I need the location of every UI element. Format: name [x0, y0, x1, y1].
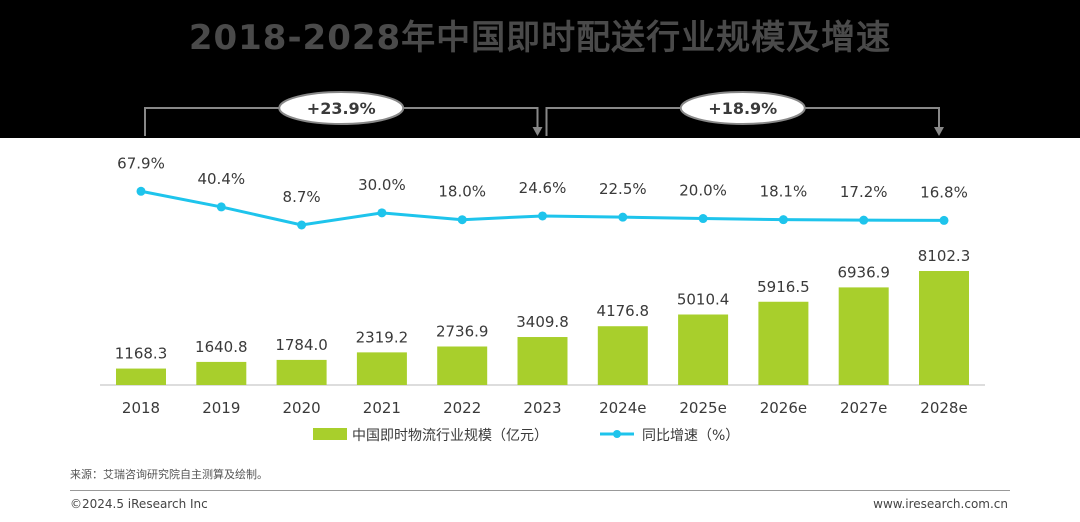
line-series: 67.9% 40.4% 8.7% 30.0% 18.0% 24.6% 22.5% 20.0% 1… — [117, 154, 968, 230]
growth-point-2018 — [136, 186, 146, 196]
growth-point-2023 — [538, 211, 547, 221]
bracket-arrow-icon — [934, 127, 944, 136]
x-tick-label: 2028e — [920, 399, 967, 417]
legend-line-label: 同比增速（%） — [642, 428, 739, 444]
footer-divider — [70, 490, 1010, 491]
growth-annotation-label: +18.9% — [708, 99, 777, 118]
growth-value-label: 67.9% — [117, 154, 165, 172]
website-link[interactable]: www.iresearch.com.cn — [873, 497, 1008, 511]
bar-series: 1168.3 1640.8 1784.0 2319.2 2736.9 3409.8 4176… — [115, 247, 971, 385]
growth-value-label: 20.0% — [679, 182, 727, 200]
growth-value-label: 16.8% — [920, 183, 968, 201]
growth-value-label: 17.2% — [840, 183, 888, 201]
growth-value-label: 40.4% — [197, 170, 245, 188]
bar-2021 — [356, 352, 407, 385]
bar-value-label: 8102.3 — [918, 247, 971, 265]
growth-annotation-bubble — [278, 91, 405, 125]
growth-point-2019 — [216, 202, 226, 212]
growth-point-2022 — [457, 215, 467, 225]
bar-value-label: 5916.5 — [757, 278, 810, 296]
bar-2020 — [276, 359, 327, 385]
bar-2022 — [437, 346, 488, 385]
x-tick-label: 2021 — [363, 399, 401, 417]
bar-value-label: 6936.9 — [837, 263, 890, 281]
legend-bar-swatch — [313, 428, 347, 440]
growth-value-label: 18.0% — [438, 183, 486, 201]
top-band — [0, 0, 1080, 138]
x-tick-label: 2020 — [283, 399, 321, 417]
x-tick-label: 2024e — [599, 399, 646, 417]
growth-value-label: 24.6% — [519, 179, 567, 197]
x-tick-label: 2027e — [840, 399, 887, 417]
x-tick-label: 2019 — [202, 399, 240, 417]
growth-point-2024e — [618, 212, 628, 222]
growth-annotation-bubble — [679, 91, 806, 125]
bracket-arrow-icon — [532, 127, 543, 136]
x-tick-label: 2026e — [760, 399, 807, 417]
growth-point-2026e — [778, 215, 788, 225]
bar-value-label: 1168.3 — [115, 345, 168, 363]
growth-point-2028e — [939, 215, 949, 225]
x-tick-label: 2023 — [523, 399, 561, 417]
bar-value-label: 4176.8 — [597, 302, 650, 320]
bar-value-label: 1640.8 — [195, 338, 248, 356]
growth-value-label: 18.1% — [760, 183, 808, 201]
growth-annotation-label: +23.9% — [307, 99, 376, 118]
bar-value-label: 2736.9 — [436, 322, 489, 340]
bar-2028e — [919, 271, 969, 385]
growth-point-2027e — [859, 215, 869, 225]
bar-2026e — [758, 301, 809, 385]
x-tick-labels: 2018 2019 2020 2021 2022 2023 2024e 2025e 2026e 2… — [122, 399, 968, 417]
x-tick-label: 2025e — [679, 399, 726, 417]
growth-brackets: +23.9% +18.9% — [144, 91, 944, 136]
chart-title: 2018-2028年中国即时配送行业规模及增速 — [188, 18, 892, 58]
legend-bar-label: 中国即时物流行业规模（亿元） — [352, 428, 548, 444]
copyright-text: ©2024.5 iResearch Inc — [70, 497, 208, 511]
bar-2027e — [838, 287, 889, 385]
legend: 中国即时物流行业规模（亿元） 同比增速（%） — [313, 428, 739, 444]
growth-point-2025e — [698, 214, 708, 224]
growth-point-2021 — [377, 208, 387, 218]
source-note: 来源：艾瑞咨询研究院自主测算及绘制。 — [70, 468, 268, 481]
x-tick-label: 2018 — [122, 399, 160, 417]
bar-2023 — [517, 337, 568, 385]
bar-2024e — [597, 326, 648, 385]
bar-value-label: 5010.4 — [677, 291, 730, 309]
bar-2025e — [678, 314, 729, 385]
bar-2018 — [116, 368, 166, 385]
growth-value-label: 8.7% — [283, 188, 321, 206]
bar-2019 — [196, 361, 247, 385]
growth-value-label: 22.5% — [599, 180, 647, 198]
bar-value-label: 1784.0 — [275, 336, 328, 354]
x-tick-label: 2022 — [443, 399, 481, 417]
bar-value-label: 3409.8 — [516, 313, 569, 331]
bar-value-label: 2319.2 — [356, 328, 409, 346]
growth-value-label: 30.0% — [358, 176, 406, 194]
growth-point-2020 — [297, 220, 307, 230]
legend-line-marker — [613, 430, 621, 438]
